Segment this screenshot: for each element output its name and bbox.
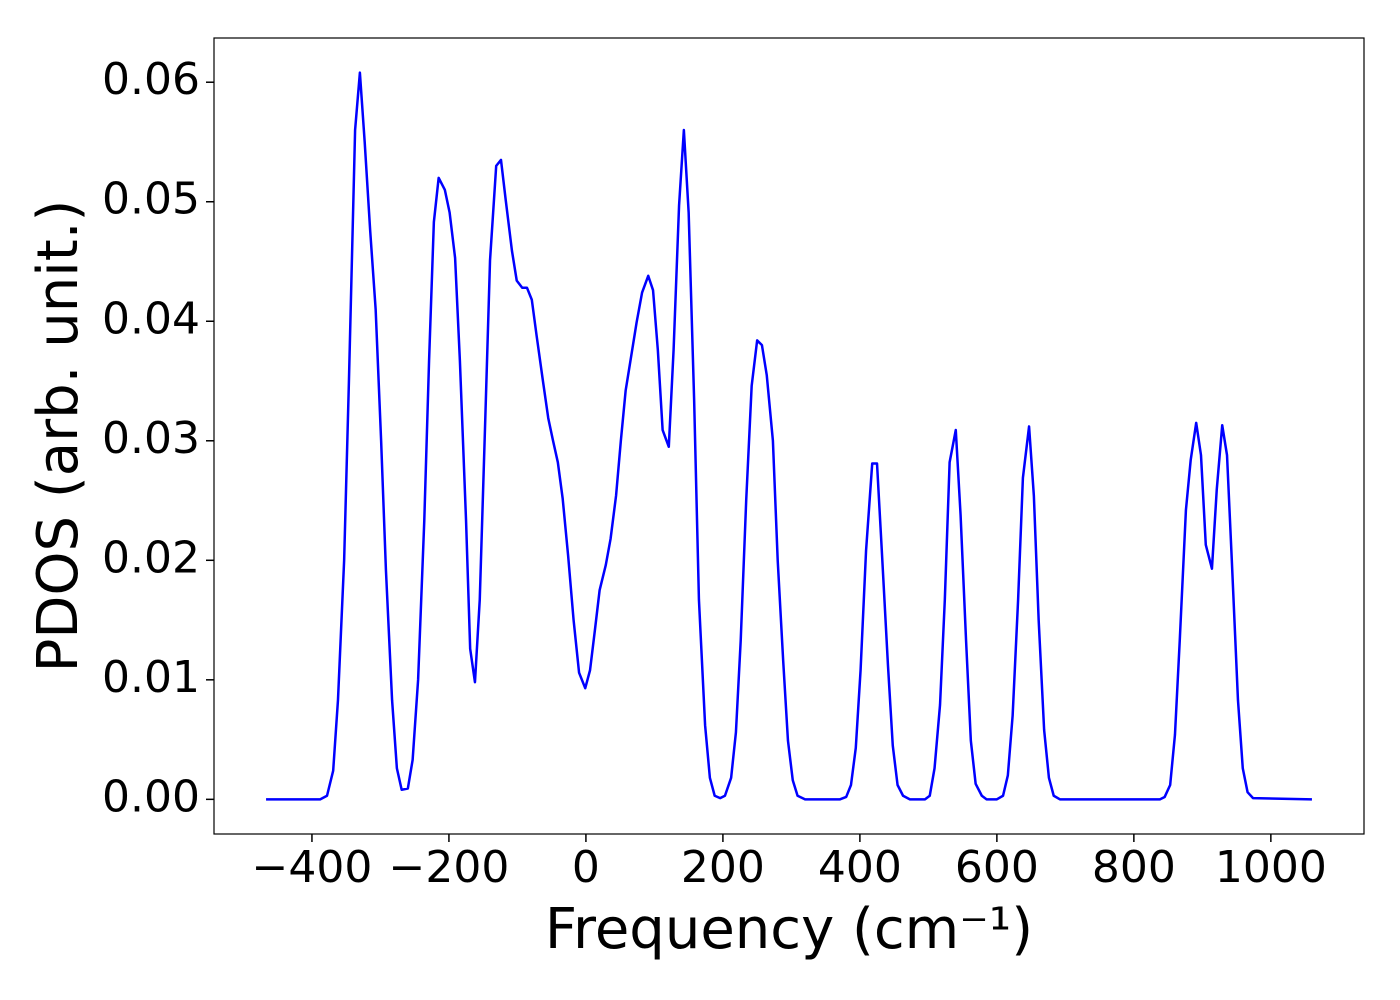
x-tick-label: 400 (818, 842, 902, 893)
x-tick-label: 800 (1092, 842, 1176, 893)
y-tick-label: 0.01 (102, 652, 200, 703)
x-tick-label: 0 (572, 842, 600, 893)
y-tick-label: 0.02 (102, 532, 200, 583)
x-axis-label: Frequency (cm⁻¹) (545, 897, 1033, 962)
x-tick-label: 600 (955, 842, 1039, 893)
plot-frame (213, 37, 1365, 835)
x-tick-label: −200 (389, 842, 510, 893)
x-tick-label: 1000 (1215, 842, 1327, 893)
y-axis-label: PDOS (arb. unit.) (26, 200, 91, 673)
y-tick-label: 0.05 (102, 174, 200, 225)
y-tick-label: 0.06 (102, 54, 200, 105)
data-line (266, 71, 1312, 801)
y-tick-label: 0.00 (102, 771, 200, 822)
y-tick-label: 0.03 (102, 413, 200, 464)
x-tick-label: −400 (252, 842, 373, 893)
x-tick-label: 200 (681, 842, 765, 893)
y-tick-label: 0.04 (102, 293, 200, 344)
